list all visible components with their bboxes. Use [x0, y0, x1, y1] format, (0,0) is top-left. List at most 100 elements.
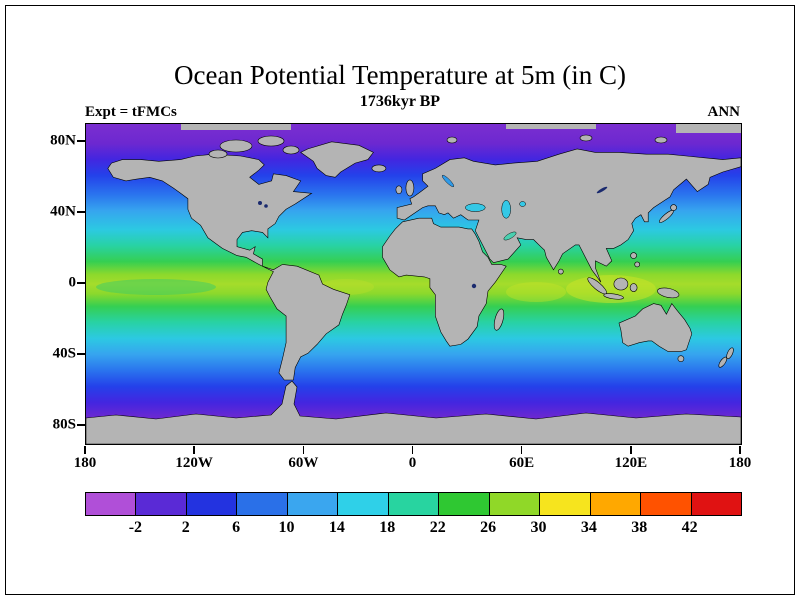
lat-axis-tick: [77, 211, 85, 213]
lon-axis-tick: [411, 446, 414, 454]
arctic-islands-1: [219, 139, 253, 153]
lon-tick-label: 180: [73, 455, 97, 471]
landmass-antarctica: [86, 380, 741, 444]
landmass-eurasia: [396, 148, 741, 283]
island-java: [603, 293, 624, 300]
island-sulawesi: [629, 283, 638, 292]
colorbar-cell: [338, 493, 389, 515]
lat-axis-tick: [77, 140, 85, 142]
lon-axis-tick: [520, 446, 523, 454]
colorbar-label: 38: [631, 519, 648, 536]
colorbar-cell: [287, 493, 339, 515]
lon-tick-label: 120W: [175, 455, 213, 471]
lon-tick-label: 0: [408, 455, 417, 471]
colorbar-label: 18: [379, 519, 396, 536]
lat-tick-label: 40S: [52, 345, 76, 362]
island-philippines-1: [630, 252, 637, 259]
colorbar-label: -2: [128, 519, 143, 536]
lon-tick-label: 120E: [614, 455, 648, 471]
lon-axis-tick: [84, 446, 86, 454]
lat-tick-label: 80S: [52, 416, 76, 433]
island-philippines-2: [634, 261, 641, 268]
arctic-islands-4: [282, 145, 300, 155]
colorbar-label: 34: [580, 519, 597, 536]
colorbar-label: 30: [530, 519, 547, 536]
island-hokkaido: [670, 204, 677, 211]
colorbar-cell: [136, 493, 187, 515]
colorbar-cell: [540, 493, 591, 515]
polar-mask-strip-3: [676, 124, 741, 133]
colorbar-label: 2: [181, 519, 190, 536]
island-ireland: [395, 185, 403, 195]
colorbar-label: 6: [232, 519, 241, 536]
island-sri-lanka: [557, 268, 564, 275]
great-lake-1: [258, 201, 262, 205]
plot-title: Ocean Potential Temperature at 5m (in C): [174, 60, 626, 90]
landmasses: [86, 124, 741, 444]
colorbar-label: 10: [278, 519, 295, 536]
polar-mask-strip-1: [181, 124, 291, 130]
colorbar-label: 14: [328, 519, 345, 536]
island-new-siberian: [654, 136, 668, 144]
colorbar-cell: [237, 493, 288, 515]
lat-tick-label: 80N: [50, 132, 76, 149]
persian-gulf: [503, 231, 517, 241]
world-map-image: [86, 124, 741, 444]
landmass-americas: [107, 153, 351, 381]
ocean-anomaly-patches: [96, 275, 656, 303]
colorbar-cell: [590, 493, 642, 515]
colorbar-label: 22: [429, 519, 446, 536]
baltic-sea: [441, 174, 455, 188]
colorbar: [85, 492, 742, 516]
arctic-islands-2: [257, 135, 285, 147]
colorbar-cell: [691, 493, 742, 515]
polar-mask-strip-2: [506, 124, 596, 129]
black-sea: [465, 203, 486, 212]
lon-tick-label: 180: [728, 455, 752, 471]
landmass-greenland: [300, 141, 374, 178]
lon-tick-label: 60E: [509, 455, 535, 471]
lat-axis-tick: [77, 282, 85, 284]
caspian-sea: [501, 200, 511, 219]
landmass-africa: [382, 217, 507, 347]
island-tasmania: [677, 355, 685, 362]
lat-tick-label: 0: [68, 274, 77, 291]
colorbar-cell: [86, 493, 137, 515]
lon-axis-tick: [302, 446, 305, 454]
island-new-zealand-north: [726, 347, 734, 360]
lake-victoria: [471, 283, 477, 289]
island-borneo: [613, 277, 629, 291]
lat-axis-tick: [77, 424, 85, 426]
colorbar-cell: [489, 493, 541, 515]
map-panel: [85, 123, 742, 445]
landmass-australia: [618, 303, 693, 352]
island-iceland: [371, 164, 387, 173]
colorbar-cell: [439, 493, 490, 515]
colorbar-cell: [186, 493, 238, 515]
island-new-zealand-south: [718, 356, 728, 368]
lon-axis-tick: [630, 446, 632, 454]
lake-baikal: [596, 186, 608, 194]
lat-tick-label: 40N: [50, 203, 76, 220]
arctic-islands-3: [208, 149, 228, 159]
season-label: ANN: [707, 104, 741, 120]
island-severnaya: [579, 134, 593, 142]
island-britain: [405, 179, 415, 197]
colorbar-label: 26: [480, 519, 497, 536]
colorbar-label: 42: [681, 519, 698, 536]
aral-sea: [519, 201, 526, 207]
lat-axis-tick: [77, 353, 85, 355]
great-lake-2: [264, 204, 268, 208]
colorbar-cell: [641, 493, 692, 515]
island-svalbard: [446, 136, 458, 144]
island-madagascar: [493, 308, 505, 331]
experiment-label: Expt = tFMCs: [85, 104, 177, 120]
island-new-guinea: [657, 287, 680, 299]
lon-axis-tick: [193, 446, 195, 454]
plot-subtitle: 1736kyr BP: [359, 93, 441, 110]
lon-tick-label: 60W: [288, 455, 319, 471]
inland-seas: [258, 174, 608, 289]
colorbar-cell: [388, 493, 440, 515]
lon-axis-tick: [739, 446, 741, 454]
